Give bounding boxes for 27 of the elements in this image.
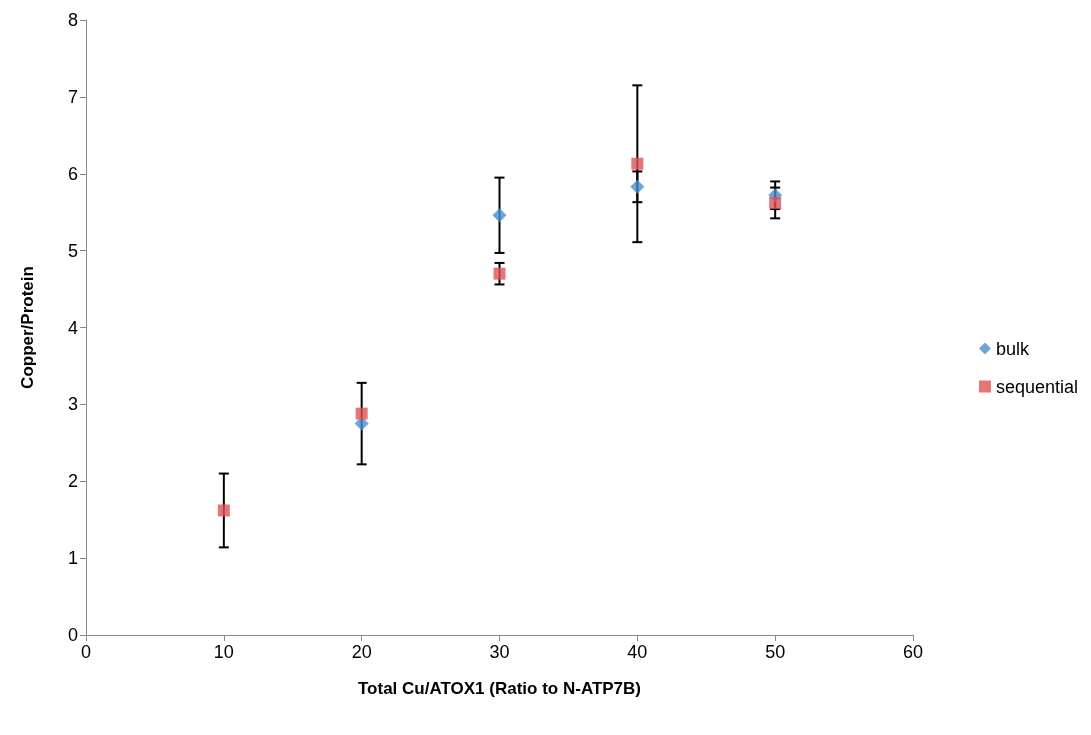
y-tick-label: 3 [67,394,78,415]
point [769,196,782,209]
y-tick-label: 5 [67,240,78,261]
y-tick-label: 6 [67,163,78,184]
legend-label: sequential [995,376,1079,397]
y-tick-label: 7 [67,86,78,107]
x-tick-label: 30 [489,642,510,662]
x-tick-label: 50 [765,642,786,662]
y-tick-label: 2 [67,471,78,492]
x-tick-label: 20 [351,642,372,662]
y-tick-label: 8 [67,10,78,30]
point [217,504,230,517]
x-axis-title: Total Cu/ATOX1 (Ratio to N-ATP7B) [357,679,642,698]
y-axis-title: Copper/Protein [18,266,37,389]
x-tick-label: 60 [902,642,924,662]
y-tick-label: 0 [67,625,78,645]
x-tick-label: 0 [80,642,92,662]
point [492,208,507,223]
legend-label: bulk [995,338,1030,359]
point [631,157,644,170]
point [493,267,506,280]
y-tick-label: 4 [67,317,78,338]
point [355,407,368,420]
y-tick-label: 1 [67,548,78,569]
point [630,179,645,194]
x-tick-label: 40 [627,642,648,662]
x-tick-label: 10 [213,642,234,662]
